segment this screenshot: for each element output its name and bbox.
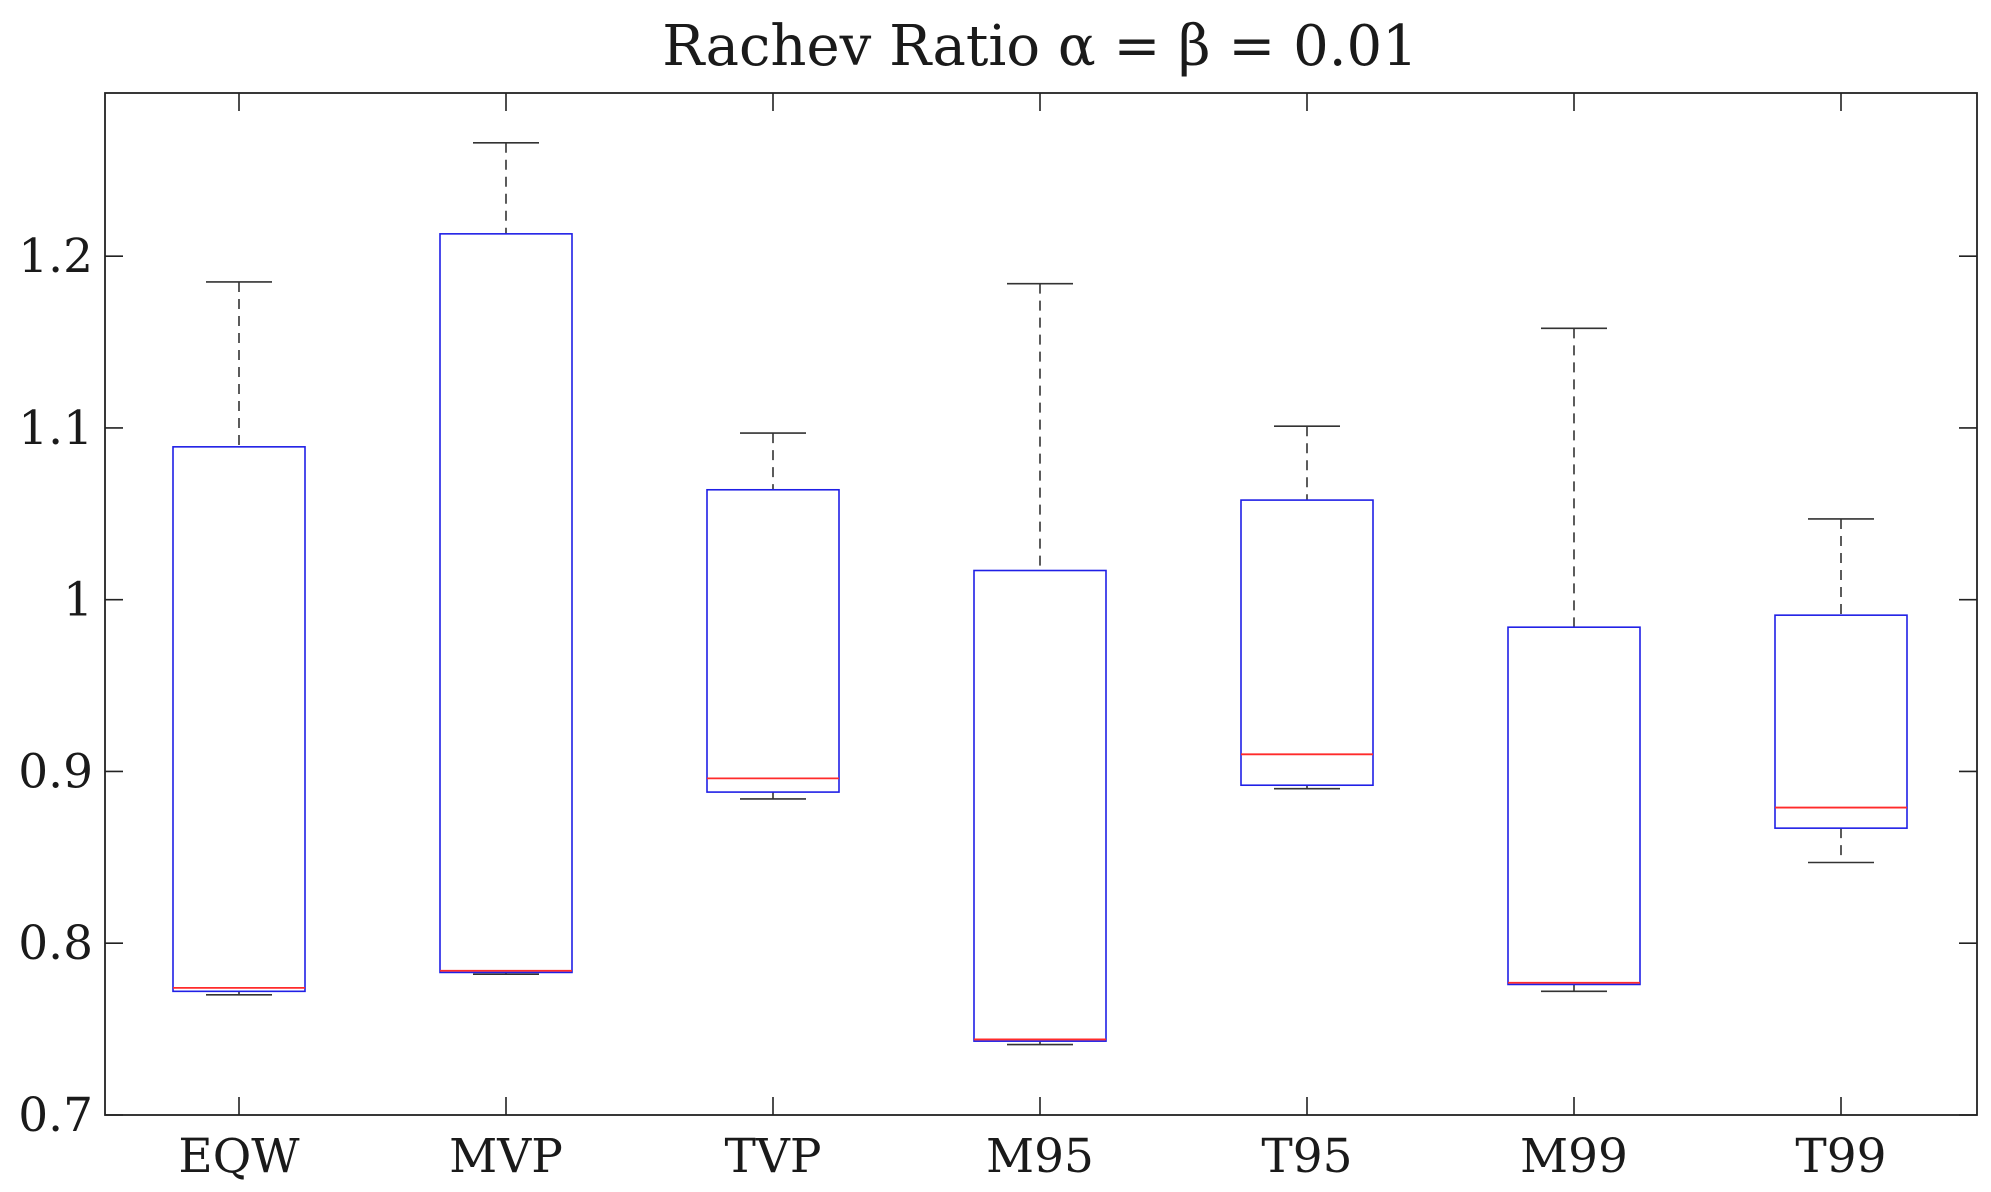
box-eqw (172, 281, 306, 996)
iqr-box (439, 233, 573, 974)
iqr-box (172, 446, 306, 993)
iqr-box (973, 569, 1107, 1042)
y-tick-label: 0.7 (18, 1088, 93, 1143)
y-tick-label: 1.2 (18, 229, 93, 284)
x-tick-label: MVP (449, 1129, 563, 1184)
box-series (172, 142, 1908, 1046)
x-tick-label: TVP (725, 1129, 822, 1184)
x-tick-label: M95 (986, 1129, 1094, 1184)
y-tick-label: 1 (63, 573, 93, 628)
y-axis: 0.7 0.8 0.9 1 1.1 1.2 (18, 229, 1977, 1143)
iqr-box (1240, 499, 1374, 787)
box-t99 (1774, 518, 1908, 864)
x-axis: EQW MVP TVP M95 T95 M99 T99 (178, 93, 1887, 1184)
iqr-box (706, 488, 840, 793)
x-tick-label: M99 (1520, 1129, 1628, 1184)
box-t95 (1240, 425, 1374, 790)
x-tick-label: EQW (178, 1129, 300, 1184)
box-mvp (439, 142, 573, 975)
box-tvp (706, 432, 840, 800)
iqr-box (1507, 626, 1641, 986)
y-tick-label: 0.8 (18, 916, 93, 971)
y-tick-label: 1.1 (18, 401, 93, 456)
chart-title: Rachev Ratio α = β = 0.01 (662, 14, 1418, 79)
y-tick-label: 0.9 (18, 744, 93, 799)
plot-area-frame (104, 92, 1978, 1116)
box-m99 (1507, 327, 1641, 993)
box-m95 (973, 282, 1107, 1046)
x-tick-label: T99 (1795, 1129, 1886, 1184)
iqr-box (1774, 614, 1908, 829)
x-tick-label: T95 (1261, 1129, 1352, 1184)
